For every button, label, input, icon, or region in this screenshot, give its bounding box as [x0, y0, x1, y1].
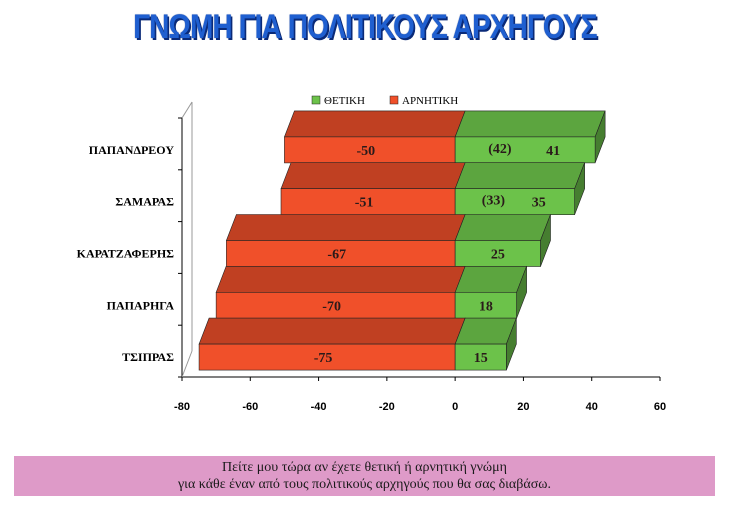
diverging-bar-chart: -80 -60 -40 -20 0 20 40 60 ΠΑΠΑΝΔΡΕΟΥ -50 41 (42) Σ…	[77, 95, 666, 413]
negative-value-label: -75	[314, 351, 333, 366]
negative-bar	[215, 291, 456, 319]
question-box: Πείτε μου τώρα αν έχετε θετική ή αρνητικ…	[14, 456, 715, 496]
previous-value-label: (33)	[482, 194, 506, 209]
positive-bar-top	[454, 110, 606, 138]
x-axis-depth-line	[181, 350, 193, 378]
negative-value-label: -50	[356, 144, 375, 159]
question-line-2: για κάθε έναν από τους πολιτικούς αρχηγο…	[178, 477, 551, 492]
positive-bar	[454, 240, 541, 267]
positive-bar-top	[454, 162, 586, 189]
negative-bar-top	[280, 162, 466, 189]
positive-bar-top	[454, 317, 517, 345]
positive-value-label: 25	[491, 248, 505, 263]
chart-bars	[198, 110, 606, 371]
negative-bar-top	[225, 214, 466, 241]
positive-value-label: 35	[532, 196, 546, 211]
legend-label-negative: ΑΡΝΗΤΙΚΗ	[402, 95, 458, 107]
negative-value-label: -70	[322, 299, 341, 314]
x-tick-label: 60	[654, 401, 666, 413]
legend-swatch-positive	[311, 95, 321, 105]
chart-axes: -80 -60 -40 -20 0 20 40 60	[174, 101, 666, 413]
category-label: ΣΑΜΑΡΑΣ	[115, 195, 174, 209]
positive-value-label: 41	[546, 144, 560, 159]
x-tick-label: 0	[452, 401, 458, 413]
negative-bar-top	[283, 110, 466, 138]
negative-bar-top	[198, 317, 466, 345]
legend-label-positive: ΘΕΤΙΚΗ	[324, 95, 365, 107]
positive-value-label: 15	[474, 351, 488, 366]
page-title: ΓΝΩΜΗ ΓΙΑ ΠΟΛΙΤΙΚΟΥΣ ΑΡΧΗΓΟΥΣ	[133, 8, 597, 46]
negative-bar	[280, 188, 456, 215]
positive-bar-top	[454, 265, 528, 293]
negative-bar	[284, 136, 456, 164]
positive-bar-top	[454, 214, 551, 241]
x-tick-label: -80	[174, 401, 190, 413]
x-tick-label: -60	[242, 401, 258, 413]
positive-bar	[454, 188, 575, 215]
negative-value-label: -67	[327, 248, 346, 263]
x-tick-label: -20	[379, 401, 395, 413]
previous-value-label: (42)	[488, 142, 512, 157]
positive-bar	[454, 291, 517, 319]
x-tick-label: -40	[311, 401, 327, 413]
positive-bar	[454, 343, 507, 371]
legend-swatch-negative	[389, 95, 399, 105]
question-line-1: Πείτε μου τώρα αν έχετε θετική ή αρνητικ…	[222, 460, 507, 475]
positive-bar	[454, 136, 596, 164]
y-axis-depth-line	[181, 101, 193, 119]
category-label: ΤΣΙΠΡΑΣ	[122, 350, 174, 364]
chart-labels: ΠΑΠΑΝΔΡΕΟΥ -50 41 (42) ΣΑΜΑΡΑΣ -51 35 (33) ΚΑΡΑΤ…	[77, 142, 560, 366]
category-label: ΚΑΡΑΤΖΑΦΕΡΗΣ	[77, 247, 174, 261]
category-label: ΠΑΠΑΡΗΓΑ	[107, 298, 175, 312]
negative-bar	[198, 343, 456, 371]
x-tick-label: 20	[517, 401, 529, 413]
positive-value-label: 18	[479, 299, 493, 314]
negative-bar	[226, 240, 456, 267]
chart-legend: ΘΕΤΙΚΗ ΑΡΝΗΤΙΚΗ	[311, 95, 458, 107]
negative-value-label: -51	[355, 196, 374, 211]
x-tick-label: 40	[586, 401, 598, 413]
category-label: ΠΑΠΑΝΔΡΕΟΥ	[89, 143, 175, 157]
negative-bar-top	[215, 265, 466, 293]
